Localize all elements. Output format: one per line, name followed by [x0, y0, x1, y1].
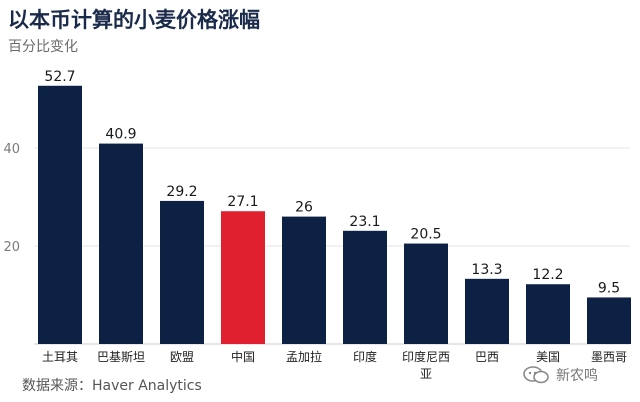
data-source-note: 数据来源：Haver Analytics — [22, 378, 202, 394]
bar-1 — [99, 143, 143, 344]
x-tick-label-3: 中国 — [231, 349, 255, 364]
bar-0 — [38, 85, 82, 345]
bar-3 — [221, 211, 265, 344]
x-tick-label-5: 印度 — [353, 349, 377, 364]
data-label-5: 23.1 — [349, 214, 380, 230]
x-tick-label-0: 土耳其 — [42, 350, 78, 364]
watermark: 新农鸣 — [522, 365, 598, 385]
chart-subtitle: 百分比变化 — [8, 39, 78, 55]
bar-5 — [343, 230, 387, 344]
bar-4 — [282, 216, 326, 344]
watermark-text: 新农鸣 — [556, 368, 598, 384]
bar-6 — [404, 243, 448, 344]
data-label-8: 12.2 — [532, 267, 563, 283]
y-tick-label: 20 — [3, 240, 20, 255]
data-label-1: 40.9 — [105, 127, 136, 143]
bar-2 — [160, 200, 204, 344]
y-tick-label: 40 — [3, 142, 20, 157]
data-label-3: 27.1 — [227, 194, 258, 210]
data-label-2: 29.2 — [166, 184, 197, 200]
bar-7 — [465, 278, 509, 344]
data-label-6: 20.5 — [410, 227, 441, 243]
data-label-9: 9.5 — [598, 280, 620, 296]
x-tick-label-6: 印度尼西亚 — [402, 349, 450, 381]
x-tick-label-9: 墨西哥 — [591, 350, 627, 364]
data-label-0: 52.7 — [44, 69, 75, 85]
x-tick-label-8: 美国 — [536, 350, 560, 364]
data-label-4: 26 — [295, 200, 313, 216]
x-tick-label-2: 欧盟 — [170, 350, 194, 364]
bar-8 — [526, 284, 570, 344]
data-label-7: 13.3 — [471, 262, 502, 278]
x-tick-label-4: 孟加拉 — [286, 349, 322, 364]
wechat-icon — [523, 366, 549, 384]
x-tick-label-1: 巴基斯坦 — [97, 350, 145, 364]
x-tick-label-7: 巴西 — [475, 350, 499, 364]
bar-9 — [587, 297, 631, 344]
chart-title: 以本币计算的小麦价格涨幅 — [8, 8, 260, 32]
